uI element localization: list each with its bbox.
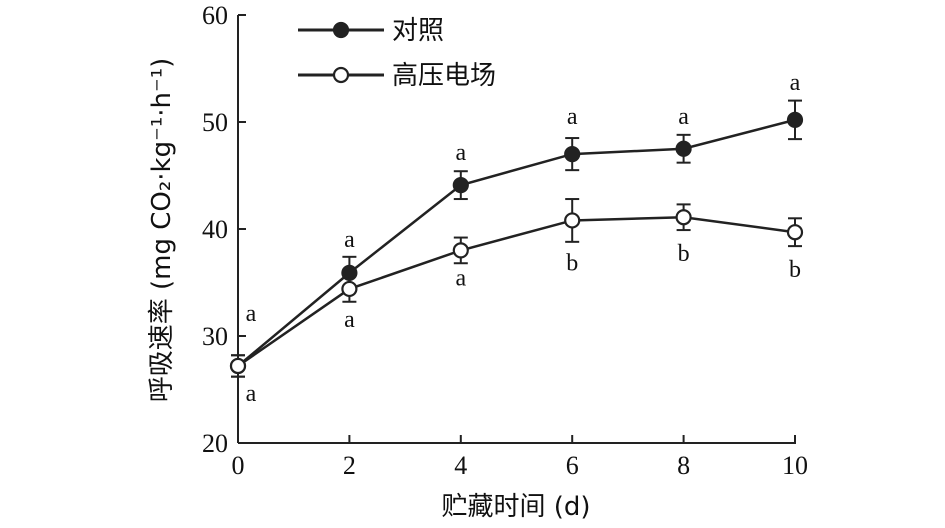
y-axis-title: 呼吸速率 (mg CO₂·kg⁻¹·h⁻¹) <box>147 58 177 403</box>
series-control: a a a a a a <box>229 70 804 378</box>
x-tick-label: 0 <box>232 451 245 480</box>
data-point <box>564 146 581 163</box>
data-point <box>341 280 358 298</box>
x-tick-label: 8 <box>677 451 690 480</box>
data-point <box>786 111 804 128</box>
significance-label: b <box>566 250 578 276</box>
y-tick-label: 20 <box>202 429 228 458</box>
y-tick-label: 50 <box>202 108 228 137</box>
series-electric-field: a a a b b b <box>229 198 804 407</box>
significance-label: a <box>567 104 578 130</box>
significance-label: b <box>678 241 690 267</box>
x-axis-title: 贮藏时间 (d) <box>441 492 590 522</box>
data-point <box>786 224 804 241</box>
legend-label: 对照 <box>392 16 444 46</box>
legend-label: 高压电场 <box>392 61 496 91</box>
significance-label: a <box>344 227 355 253</box>
axes: 0 2 4 6 8 10 20 30 40 50 60 <box>202 1 808 480</box>
significance-label: b <box>789 257 801 283</box>
series-line <box>237 215 796 367</box>
y-tick-label: 60 <box>202 1 228 30</box>
data-point <box>675 209 692 226</box>
x-tick-label: 6 <box>566 451 579 480</box>
x-tick-label: 2 <box>343 451 356 480</box>
data-point <box>564 212 581 229</box>
significance-label: a <box>455 140 466 166</box>
data-point <box>675 140 692 157</box>
significance-label: a <box>455 265 466 291</box>
significance-label: a <box>246 301 257 327</box>
y-tick-label: 30 <box>202 322 228 351</box>
x-tick-label: 10 <box>782 451 808 480</box>
series-line <box>237 118 796 367</box>
legend-marker <box>332 66 350 84</box>
significance-label: a <box>246 381 257 407</box>
series-layer: a a a a a a a a a b b b <box>229 70 804 407</box>
data-point <box>452 242 469 259</box>
significance-label: a <box>678 104 689 130</box>
data-point <box>452 177 469 194</box>
legend-marker <box>332 21 350 39</box>
legend-item-electric-field: 高压电场 <box>298 61 496 91</box>
significance-label: a <box>344 307 355 333</box>
x-tick-label: 4 <box>454 451 467 480</box>
significance-label: a <box>790 70 801 96</box>
data-point <box>229 357 247 375</box>
legend-item-control: 对照 <box>298 16 444 46</box>
y-tick-label: 40 <box>202 215 228 244</box>
